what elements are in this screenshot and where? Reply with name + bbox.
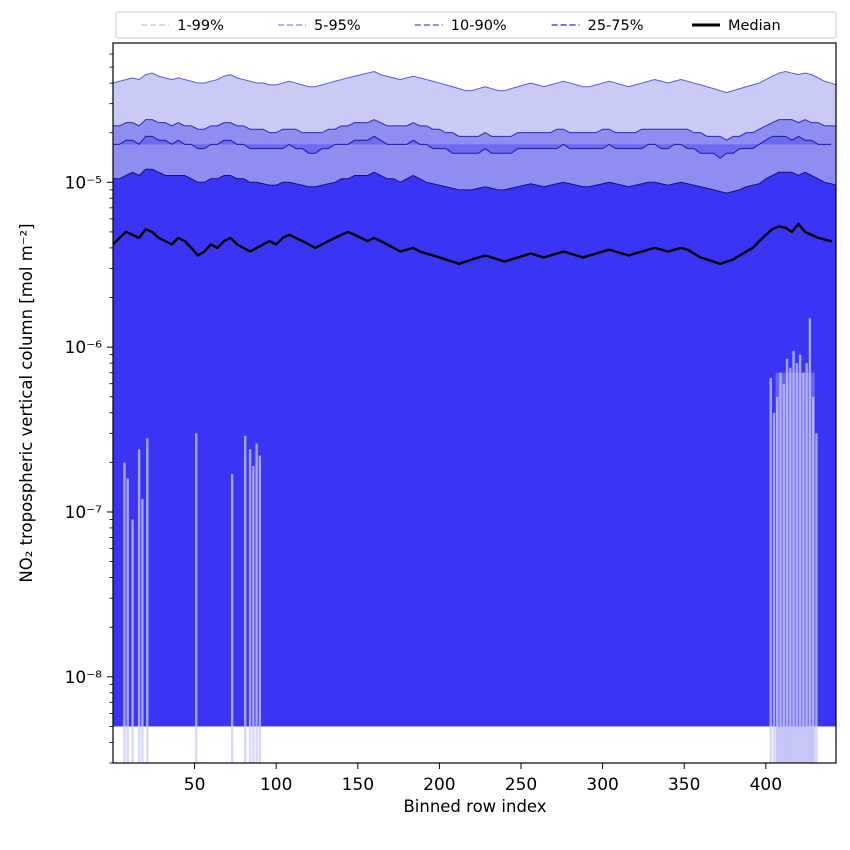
low-tail-spike-21 [795, 363, 799, 763]
legend-frame [115, 11, 837, 39]
low-tail-spike-12 [258, 455, 262, 763]
low-tail-spike-10 [252, 466, 255, 763]
low-tail-spike-18 [785, 358, 789, 763]
y-axis-title: NO₂ tropospheric vertical column [mol m⁻… [17, 223, 36, 582]
x-tick-label: 50 [184, 775, 206, 795]
x-tick-label: 300 [586, 775, 618, 795]
low-tail-spike-16 [779, 372, 782, 763]
low-tail-spike-3 [137, 449, 141, 763]
legend-label-p10_90: 10-90% [451, 18, 507, 34]
low-tail-spike-0 [123, 462, 126, 763]
low-tail-spike-26 [811, 396, 815, 763]
y-tick-label: 10⁻⁸ [65, 668, 103, 688]
legend-label-p1_99: 1-99% [177, 18, 224, 34]
plot-frame [112, 42, 837, 764]
low-tail-spike-8 [243, 435, 247, 763]
low-tail-spike-2 [131, 519, 134, 763]
edge-p95 [113, 119, 836, 141]
low-tail-spike-24 [805, 363, 808, 763]
low-tail-spike-25 [808, 318, 812, 763]
low-tail-spike-22 [798, 354, 802, 763]
low-tail-spike-5 [146, 438, 149, 763]
low-tail-spike-27 [815, 433, 818, 763]
low-tail-spike-17 [782, 383, 785, 763]
low-tail-spike-14 [772, 412, 776, 763]
legend-label-p25_75: 25-75% [588, 18, 644, 34]
low-tail-spike-13 [769, 377, 772, 763]
x-tick-label: 350 [668, 775, 700, 795]
low-tail-spike-11 [255, 443, 258, 763]
low-tail-block [775, 372, 815, 763]
low-tail-spike-23 [802, 372, 805, 763]
edge-p75 [113, 168, 836, 194]
plot-area [113, 43, 836, 763]
y-tick-label: 10⁻⁵ [65, 173, 102, 193]
x-axis-title: Binned row index [403, 797, 546, 816]
low-tail-spike-15 [776, 396, 779, 763]
x-tick-label: 250 [505, 775, 537, 795]
low-tail-spike-4 [141, 498, 144, 763]
x-tick-label: 400 [750, 775, 782, 795]
x-tick-label: 100 [260, 775, 292, 795]
y-tick-label: 10⁻⁷ [65, 503, 103, 523]
edge-p90 [113, 135, 832, 159]
low-tail-spike-20 [792, 350, 795, 763]
low-tail-spike-19 [789, 367, 792, 763]
legend-label-p5_95: 5-95% [314, 18, 361, 34]
x-tick-label: 200 [423, 775, 455, 795]
median-line [113, 222, 833, 266]
band-25-75 [113, 169, 836, 727]
y-tick-label: 10⁻⁶ [65, 338, 103, 358]
chart-legend[interactable]: 1-99% 5-95% 10-90% 25-75% Median [115, 11, 837, 39]
low-tail-spike-1 [126, 478, 129, 763]
legend-label-median: Median [728, 18, 781, 34]
edge-p99 [113, 70, 836, 94]
band-10-90 [113, 136, 832, 159]
low-tail-spike-7 [230, 473, 234, 763]
x-tick-label: 150 [342, 775, 374, 795]
low-tail-spike-9 [248, 449, 252, 763]
low-tail-spike-6 [195, 433, 198, 763]
axes-layer: 10⁻⁵ 10⁻⁶ 10⁻⁷ 10⁻⁸ 50 100 150 200 250 300 350 400 [65, 42, 837, 795]
